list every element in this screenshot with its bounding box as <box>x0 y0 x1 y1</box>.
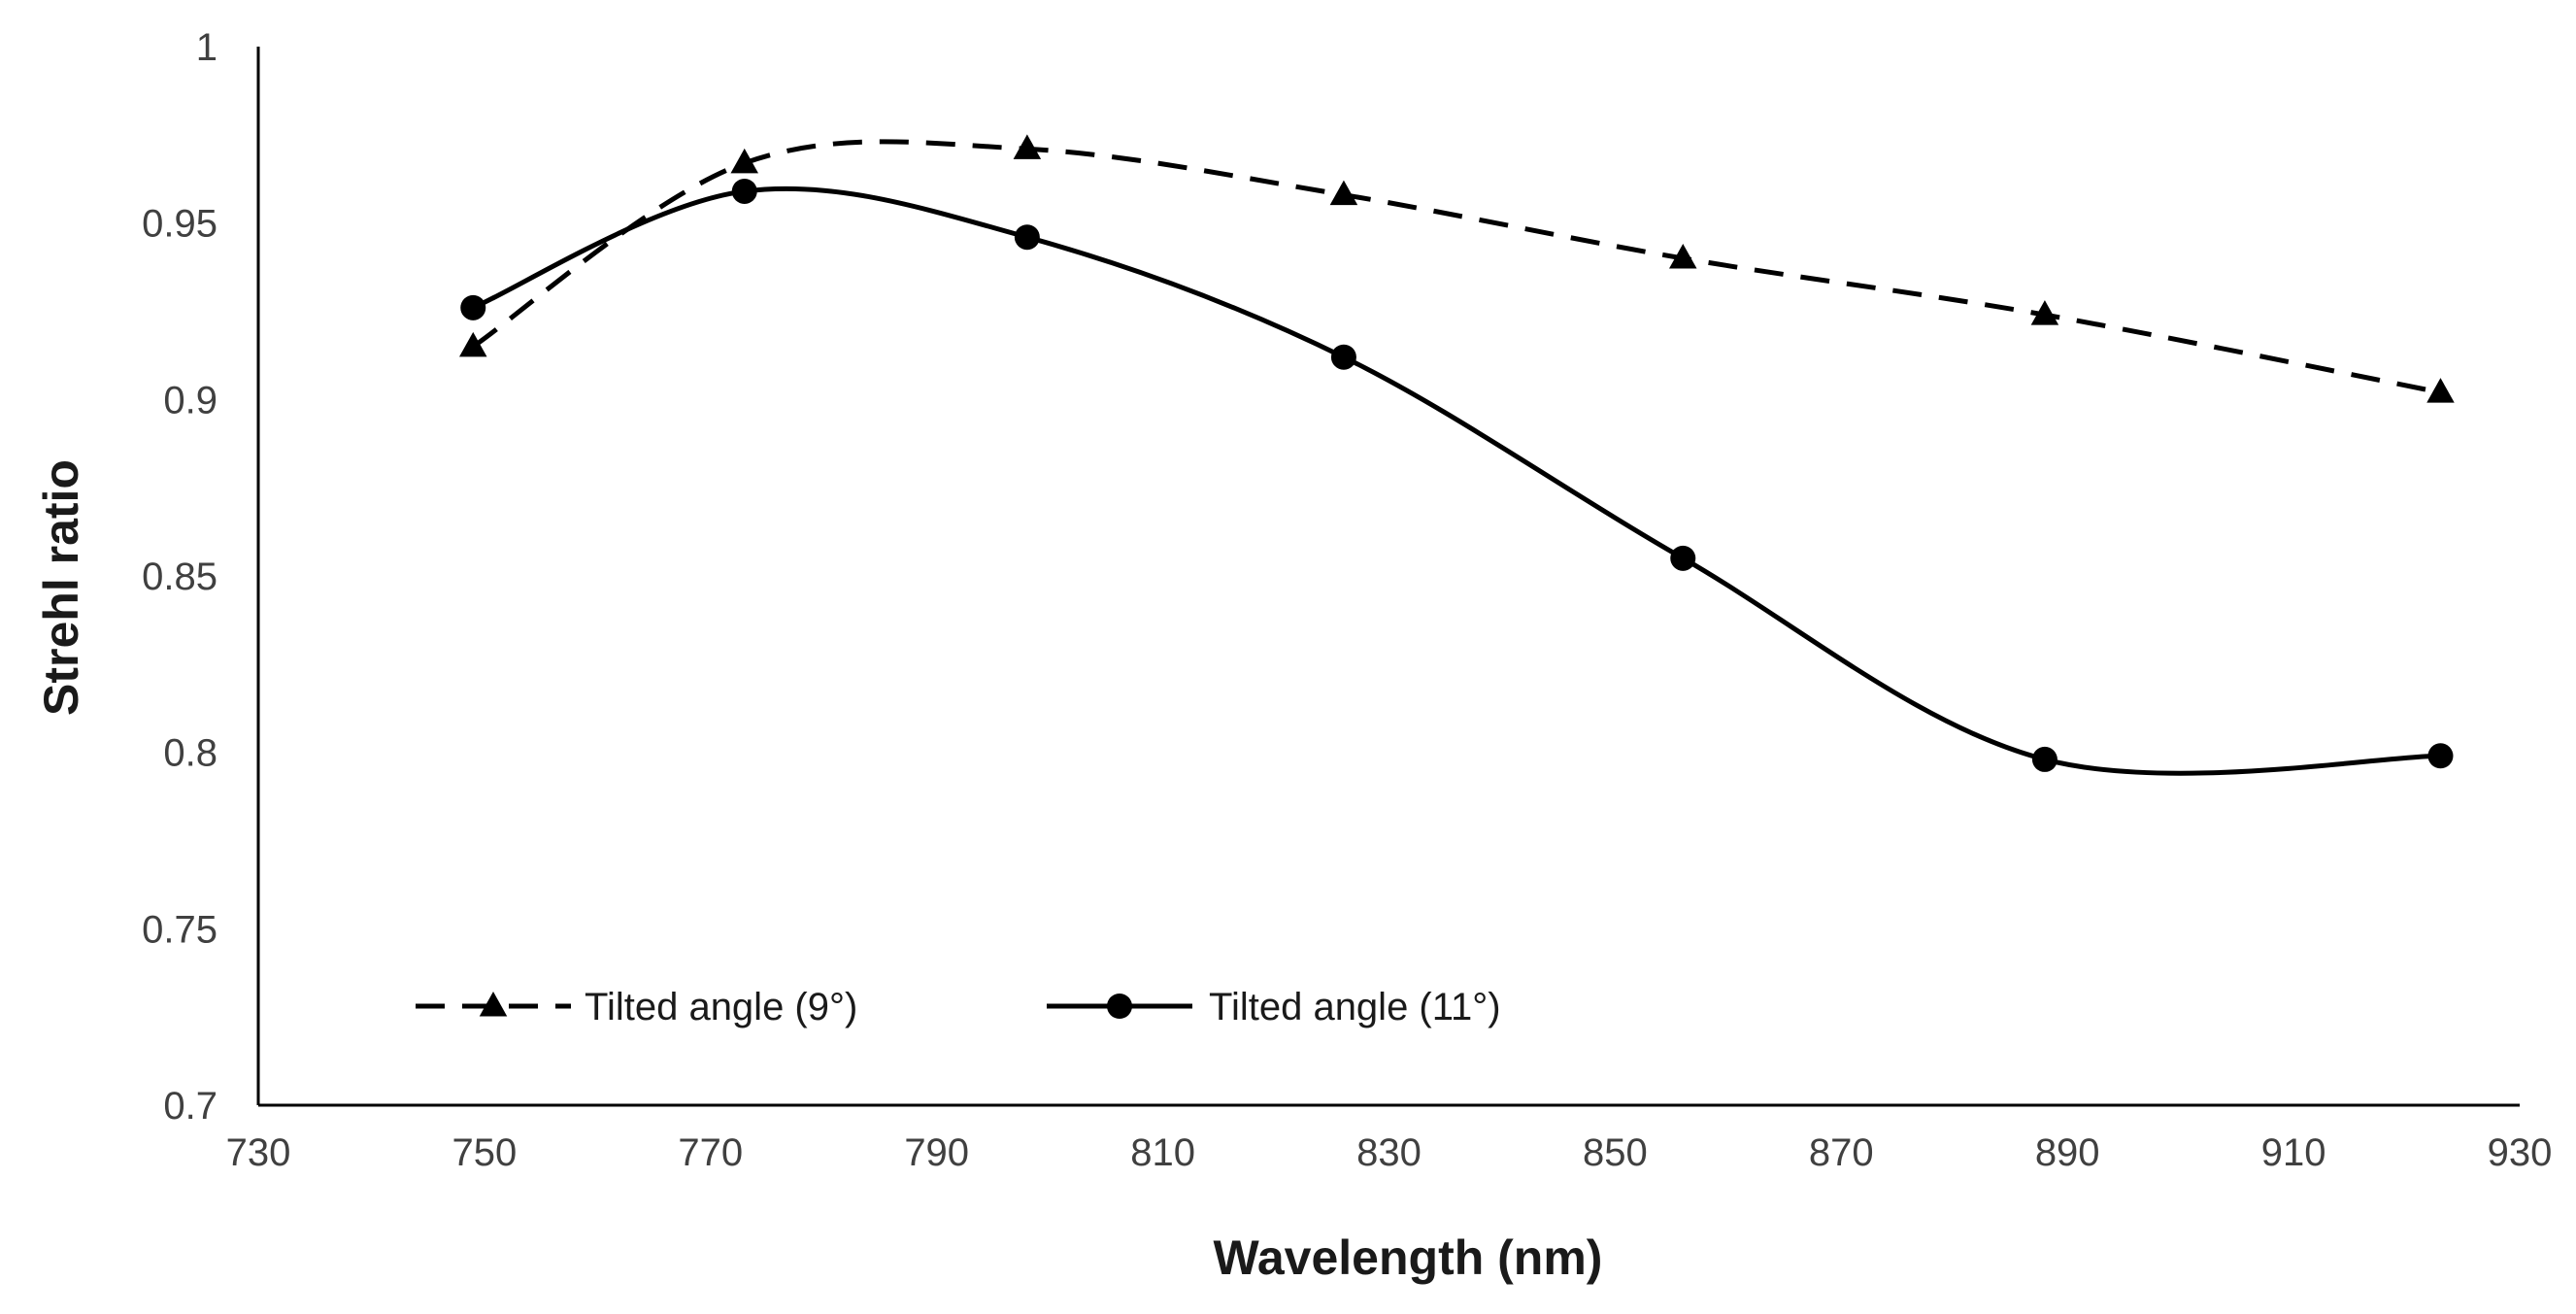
legend: Tilted angle (9°) Tilted angle (11°) <box>416 986 1501 1028</box>
data-point-circle <box>1330 344 1356 370</box>
legend-label: Tilted angle (9°) <box>585 986 857 1028</box>
legend-item-2: Tilted angle (11°) <box>1047 986 1501 1028</box>
x-tick-label: 770 <box>678 1131 743 1174</box>
data-point-triangle <box>1669 244 1697 269</box>
data-point-triangle <box>459 331 487 357</box>
legend-marker-circle <box>1107 994 1132 1019</box>
series-2 <box>460 178 2454 776</box>
series-1 <box>459 134 2455 403</box>
series-layer <box>459 134 2455 776</box>
y-tick-label: 0.85 <box>142 556 217 598</box>
data-point-triangle <box>730 148 758 174</box>
x-tick-label: 790 <box>904 1131 969 1174</box>
data-point-circle <box>1670 545 1696 571</box>
y-tick-label: 0.95 <box>142 203 217 246</box>
x-tick-label: 910 <box>2261 1131 2326 1174</box>
data-point-triangle <box>1329 180 1358 206</box>
x-tick-label: 930 <box>2488 1131 2553 1174</box>
x-axis-title: Wavelength (nm) <box>1214 1230 1603 1285</box>
y-tick-label: 0.9 <box>163 379 217 421</box>
axes: 730 750 770 790 810 830 850 870 890 910 930 0.7 0.75… <box>142 26 2552 1174</box>
data-point-circle <box>731 178 757 204</box>
series-line <box>471 139 2441 395</box>
x-tick-label: 870 <box>1809 1131 1874 1174</box>
data-point-circle <box>1014 224 1040 251</box>
y-tick-label: 1 <box>196 26 217 69</box>
x-tick-label: 830 <box>1356 1131 1422 1174</box>
x-tick-label: 730 <box>226 1131 291 1174</box>
legend-marker-triangle <box>479 992 508 1017</box>
x-tick-label: 810 <box>1130 1131 1195 1174</box>
y-axis-title: Strehl ratio <box>34 459 88 716</box>
data-point-circle <box>460 294 486 320</box>
y-tick-label: 0.75 <box>142 908 217 951</box>
data-point-circle <box>2427 743 2454 769</box>
y-tick-label: 0.7 <box>163 1085 217 1128</box>
data-point-triangle <box>2426 378 2455 403</box>
x-tick-label: 890 <box>2035 1131 2100 1174</box>
x-tick-label: 750 <box>452 1131 518 1174</box>
data-point-circle <box>2031 746 2057 772</box>
x-tick-label: 850 <box>1583 1131 1648 1174</box>
legend-item-1: Tilted angle (9°) <box>416 986 857 1028</box>
series-line <box>472 185 2441 776</box>
data-point-triangle <box>2030 300 2059 325</box>
legend-label: Tilted angle (11°) <box>1209 986 1501 1028</box>
y-tick-label: 0.8 <box>163 732 217 775</box>
data-point-triangle <box>1013 134 1042 159</box>
